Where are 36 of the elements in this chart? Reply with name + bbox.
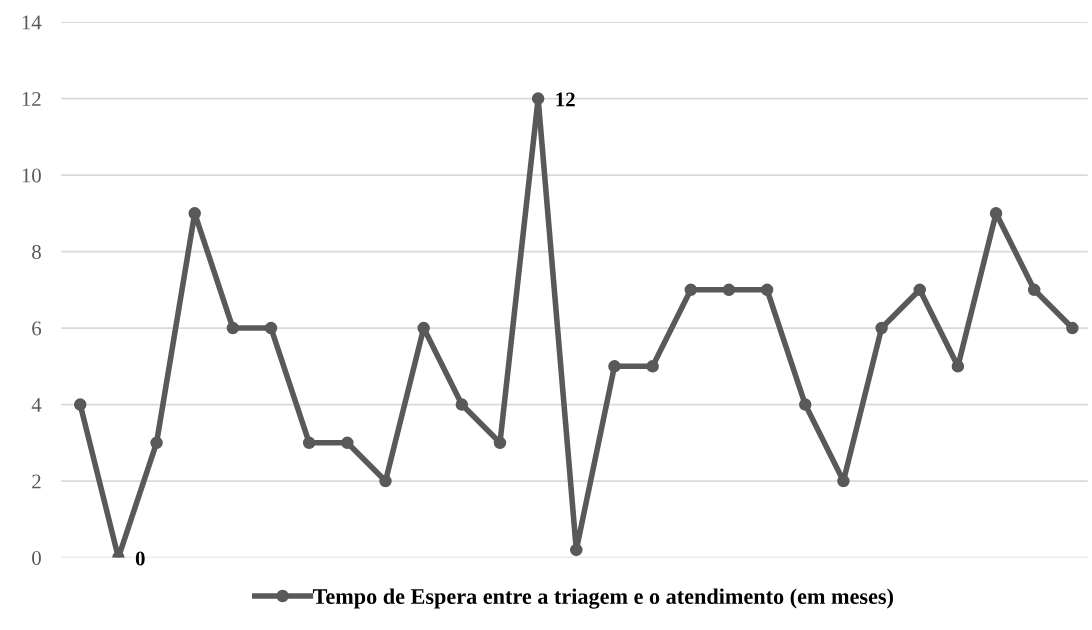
point (341, 436, 354, 450)
data-label: 0 (135, 551, 145, 566)
point (875, 321, 888, 335)
point (455, 398, 469, 411)
legend-label: Tempo de Espera entre a triagem e o atendimento (em meses) (312, 588, 893, 609)
point (1027, 283, 1041, 297)
point (913, 283, 926, 297)
y-tick-label: 14 (22, 15, 42, 30)
point (150, 436, 163, 450)
point (226, 321, 240, 335)
point (837, 474, 850, 488)
point (684, 283, 698, 297)
y-tick-label: 8 (32, 244, 41, 259)
point (989, 207, 1003, 220)
y-tick-label: 10 (22, 168, 41, 183)
point (73, 398, 87, 411)
point (417, 321, 430, 335)
point (493, 436, 507, 450)
point (760, 283, 774, 297)
point (646, 360, 659, 373)
y-tick-label: 4 (31, 398, 42, 412)
point (302, 436, 316, 450)
y-tick-label: 2 (32, 474, 41, 489)
point (1066, 321, 1079, 335)
point (379, 474, 392, 488)
y-tick-label: 6 (32, 321, 42, 336)
y-tick-label: 0 (32, 550, 41, 565)
point (264, 321, 278, 335)
point (799, 398, 812, 411)
data-label: 12 (556, 92, 575, 107)
point (951, 360, 965, 373)
point (722, 283, 736, 297)
point (531, 92, 545, 105)
point (608, 360, 621, 373)
point (570, 543, 583, 557)
y-tick-label: 12 (22, 91, 41, 106)
